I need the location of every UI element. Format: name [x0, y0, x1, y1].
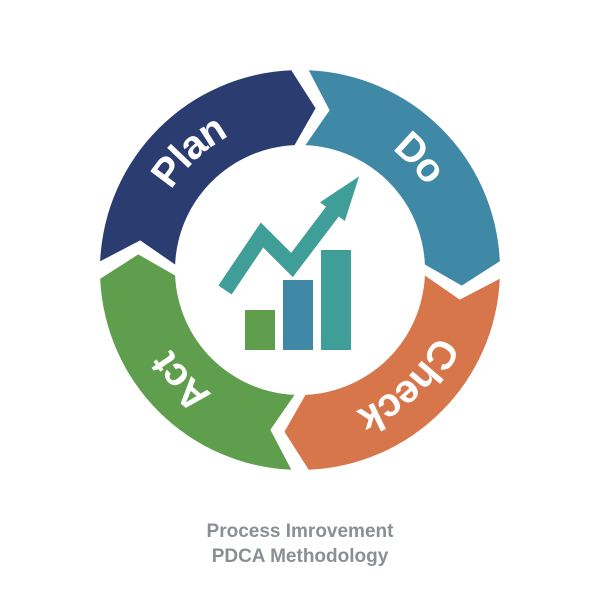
- pdca-svg: PlanDoCheckAct: [0, 0, 600, 600]
- center-bar-1: [283, 280, 313, 350]
- ring-segment-act: [100, 254, 294, 469]
- ring-segment-check: [284, 275, 499, 469]
- center-bar-2: [321, 250, 351, 350]
- ring-segment-plan: [100, 70, 315, 264]
- center-bar-0: [245, 310, 275, 350]
- caption: Process Imrovement PDCA Methodology: [0, 519, 600, 570]
- caption-line-2: PDCA Methodology: [0, 544, 600, 570]
- pdca-diagram: PlanDoCheckAct Process Imrovement PDCA M…: [0, 0, 600, 600]
- caption-line-1: Process Imrovement: [0, 519, 600, 545]
